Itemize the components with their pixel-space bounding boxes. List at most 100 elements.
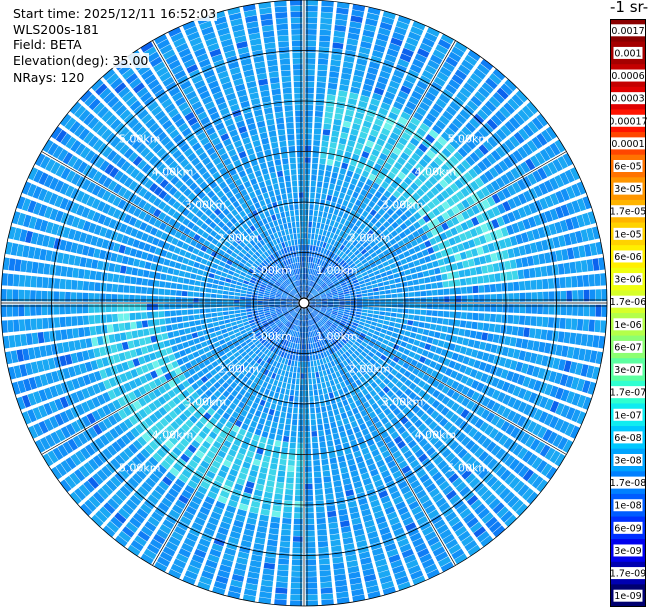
- ppi-cell: [131, 330, 139, 339]
- ppi-cell: [281, 318, 287, 323]
- ppi-cell: [312, 311, 317, 316]
- ppi-cell: [435, 274, 442, 282]
- ppi-cell: [169, 303, 176, 310]
- ppi-cell: [378, 382, 386, 390]
- ppi-cell: [39, 345, 47, 358]
- ppi-cell: [87, 476, 100, 489]
- ppi-cell: [315, 296, 321, 300]
- ppi-cell: [250, 500, 261, 508]
- ppi-cell: [589, 289, 596, 302]
- ppi-cell: [351, 335, 358, 341]
- ppi-cell: [566, 304, 573, 316]
- ppi-cell: [500, 324, 507, 334]
- ppi-cell: [398, 460, 408, 469]
- ppi-cell: [459, 346, 467, 355]
- ppi-cell: [422, 442, 432, 452]
- ppi-cell: [107, 389, 117, 400]
- ppi-cell: [386, 511, 398, 521]
- ppi-cell: [465, 122, 477, 133]
- ppi-cell: [400, 341, 408, 348]
- ppi-cell: [244, 456, 253, 464]
- ppi-cell: [286, 365, 291, 372]
- ppi-cell: [178, 548, 191, 558]
- ppi-cell: [405, 74, 417, 84]
- ppi-cell: [60, 266, 68, 277]
- ppi-cell: [492, 502, 505, 515]
- ppi-cell: [583, 289, 590, 302]
- ppi-cell: [125, 431, 136, 442]
- ppi-cell: [445, 538, 459, 550]
- ppi-cell: [293, 407, 298, 414]
- ppi-cell: [153, 378, 162, 387]
- ppi-cell: [547, 161, 558, 175]
- ppi-cell: [176, 442, 186, 452]
- ppi-cell: [477, 322, 484, 331]
- ppi-cell: [319, 310, 326, 314]
- ppi-cell: [336, 286, 342, 291]
- ppi-cell: [310, 319, 314, 325]
- ppi-cell: [117, 313, 124, 322]
- ppi-cell: [407, 337, 415, 345]
- ppi-cell: [344, 379, 351, 386]
- ppi-cell: [408, 309, 415, 314]
- ppi-cell: [65, 423, 76, 436]
- ppi-cell: [419, 122, 430, 133]
- ppi-cell: [313, 269, 317, 276]
- ppi-cell: [198, 538, 211, 548]
- ppi-cell: [281, 298, 287, 301]
- ppi-cell: [352, 407, 359, 415]
- ppi-cell: [256, 391, 264, 399]
- ppi-cell: [222, 366, 230, 373]
- ppi-cell: [194, 548, 207, 559]
- ppi-cell: [243, 335, 250, 341]
- ppi-cell: [132, 358, 141, 367]
- ppi-cell: [427, 201, 436, 210]
- ppi-cell: [345, 266, 351, 272]
- ppi-cell: [114, 264, 121, 273]
- ppi-cell: [304, 466, 312, 472]
- ppi-cell: [288, 322, 293, 329]
- ppi-cell: [199, 416, 208, 425]
- ppi-cell: [264, 556, 276, 564]
- ppi-cell: [304, 256, 307, 262]
- ppi-cell: [24, 275, 32, 288]
- ppi-cell: [358, 100, 368, 109]
- ppi-cell: [360, 557, 372, 565]
- ppi-cell: [261, 461, 270, 469]
- ppi-cell: [289, 366, 294, 372]
- ppi-cell: [371, 92, 383, 101]
- ppi-cell: [177, 402, 187, 412]
- ppi-cell: [373, 307, 380, 311]
- ppi-cell: [296, 307, 301, 313]
- ppi-cell: [261, 319, 268, 324]
- ppi-cell: [413, 510, 426, 521]
- ppi-cell: [378, 569, 391, 579]
- ppi-cell: [393, 161, 403, 171]
- ppi-cell: [352, 191, 359, 199]
- ppi-cell: [275, 308, 282, 311]
- ppi-cell: [333, 390, 339, 398]
- ppi-cell: [448, 319, 455, 326]
- ppi-cell: [84, 499, 97, 512]
- ppi-cell: [304, 367, 308, 373]
- ppi-cell: [220, 464, 230, 473]
- ppi-cell: [148, 440, 159, 451]
- ppi-cell: [11, 211, 21, 225]
- ppi-cell: [171, 483, 183, 493]
- ppi-cell: [448, 360, 456, 369]
- ppi-cell: [472, 285, 479, 294]
- ppi-cell: [332, 42, 344, 50]
- ppi-cell: [316, 517, 326, 525]
- ppi-cell: [118, 507, 131, 520]
- ppi-cell: [351, 445, 360, 453]
- ppi-cell: [161, 428, 172, 439]
- ppi-cell: [21, 394, 32, 408]
- ppi-cell: [128, 443, 139, 455]
- ppi-cell: [319, 241, 324, 248]
- ppi-cell: [195, 356, 203, 364]
- ppi-cell: [310, 274, 313, 281]
- ppi-cell: [354, 186, 362, 194]
- ppi-cell: [33, 247, 42, 260]
- ppi-cell: [162, 546, 176, 557]
- ppi-cell: [319, 358, 324, 365]
